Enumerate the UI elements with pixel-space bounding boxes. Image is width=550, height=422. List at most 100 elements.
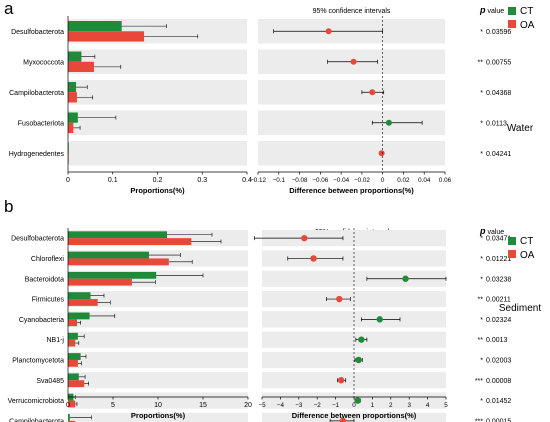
difference-point [358,336,365,343]
difference-point [336,295,343,303]
right-tick-label: −4 [277,402,285,409]
row-band-left [68,331,248,348]
left-tick-label: 10 [154,402,162,409]
right-tick-label: −0.08 [292,177,308,184]
p-value: 0.02003 [486,357,511,364]
environment-label: Water [507,123,534,134]
ct-bar [68,414,70,421]
p-value: 0.03238 [486,276,511,283]
p-value: 0.03471 [486,236,511,243]
difference-point [376,316,383,323]
oa-bar [68,258,169,266]
left-tick-label: 5 [111,402,115,409]
difference-point [385,119,392,126]
oa-bar [68,319,77,327]
left-x-axis-title: Proportions(%) [130,186,185,195]
panel-letter: b [4,197,13,216]
significance-stars: * [480,276,483,283]
ct-bar [68,112,78,123]
legend-oa-swatch [508,20,516,28]
significance-stars: * [480,317,483,324]
row-band-right [262,290,446,308]
oa-bar [68,380,85,388]
significance-stars: * [480,357,483,364]
p-value: 0.00015 [486,418,511,422]
difference-point [369,89,376,96]
right-tick-label: −0.1 [273,177,286,184]
oa-bar [68,299,98,306]
row-band-right [262,412,446,422]
panel-a: a 95% confidence intervals p value Desulfob… [4,0,535,195]
p-value: 0.01221 [486,256,511,263]
row-band-left [68,49,247,74]
right-tick-label: 0.04 [418,177,431,184]
ct-bar [68,312,90,320]
right-tick-label: −0.02 [354,177,370,184]
difference-point [310,255,317,262]
left-x-axis-title: Proportions(%) [131,411,186,420]
significance-stars: ** [478,59,484,66]
ct-bar [68,373,79,381]
difference-point [339,417,347,422]
value-label: value [486,8,505,15]
legend-oa-label: OA [520,250,535,261]
right-tick-label: 2 [389,402,393,409]
p-value-header: p value [479,226,504,236]
row-band-right [262,230,446,247]
right-tick-label: −1 [332,402,340,409]
category-label: Desulfobacterota [11,29,64,36]
value-label: value [486,229,505,236]
environment-label: Sediment [499,303,541,314]
p-value: 0.00008 [486,378,511,385]
p-value-header: p value [479,5,504,15]
right-tick-label: 5 [444,402,448,409]
oa-bar [68,31,145,42]
category-label: Myxococcota [23,59,64,66]
ct-bar [68,51,82,62]
p-value: 0.03596 [486,29,511,36]
ct-bar [68,251,149,259]
difference-point [301,234,308,242]
oa-bar [68,339,76,347]
difference-point [402,275,409,282]
right-tick-label: −3 [295,402,303,409]
right-tick-label: 0.06 [439,177,452,184]
p-italic-label: p [479,226,486,236]
row-band-right [262,351,446,369]
ci-header: 95% confidence intervals [313,8,391,15]
p-value: 0.01452 [486,398,511,405]
row-band-right [262,311,446,328]
category-label: Campilobacterota [9,418,64,422]
row-band-right [262,331,446,348]
p-value: 0.04368 [486,90,511,97]
p-value: 0.0013 [486,337,508,344]
row-band-right [262,250,446,267]
difference-point [337,377,345,384]
ct-bar [68,21,122,32]
right-tick-label: 0 [352,402,356,409]
oa-bar [68,122,74,133]
row-band-right [262,392,446,409]
category-label: Hydrogenedentes [9,151,65,158]
p-value: 0.04241 [486,151,511,158]
significance-stars: * [480,120,483,127]
row-band-right [262,270,446,287]
p-value: 0.00755 [486,59,511,66]
row-band-right [258,141,445,166]
category-label: Desulfobacterota [11,236,64,243]
difference-point [350,58,357,65]
difference-point [378,150,385,157]
ct-bar [68,271,157,279]
significance-stars: * [480,29,483,36]
legend-ct-swatch [508,237,516,245]
ct-bar [68,332,78,340]
left-tick-label: 0.4 [242,177,252,184]
significance-stars: * [480,236,483,243]
category-label: Bacteroidota [25,276,64,283]
difference-point [354,397,361,404]
ct-bar [68,231,167,239]
difference-point [355,356,362,364]
p-value: 0.02324 [486,317,511,324]
oa-bar [68,420,76,422]
